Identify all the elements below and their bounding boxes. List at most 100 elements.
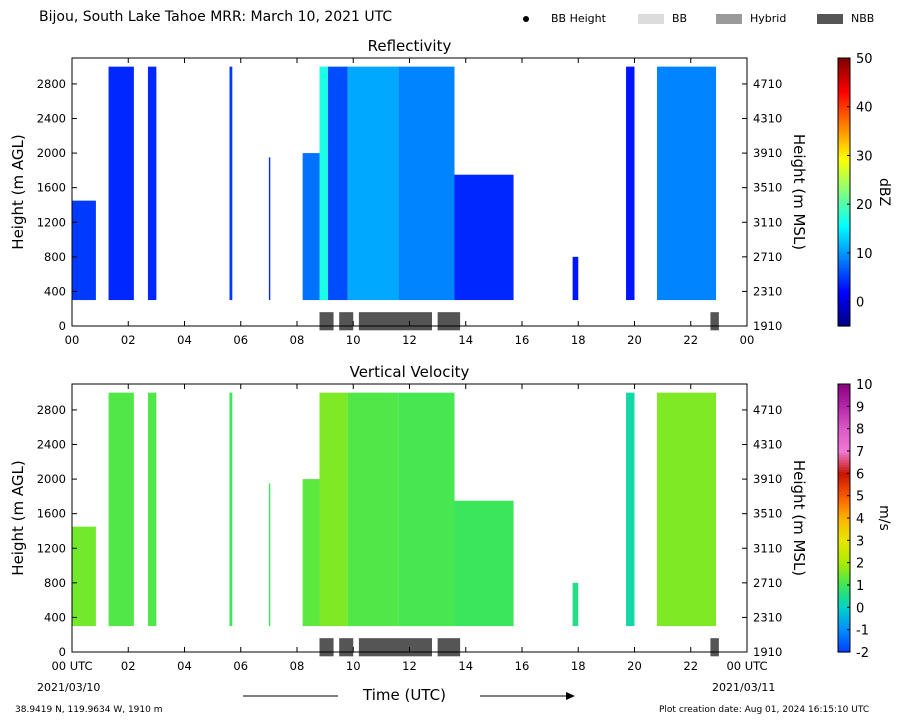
echo-region	[319, 66, 328, 301]
colorbar-segment	[838, 248, 850, 252]
colorbar-segment	[838, 277, 850, 281]
bb-type-bar	[319, 638, 334, 657]
colorbar-tick-label: 40	[856, 101, 873, 116]
y2-tick-label: 1910	[753, 645, 782, 659]
x-tick-label: 04	[177, 333, 192, 347]
colorbar-segment	[838, 498, 850, 502]
colorbar-segment	[838, 58, 850, 62]
colorbar-segment	[838, 435, 850, 439]
colorbar-segment	[838, 588, 850, 592]
colorbar-segment	[838, 94, 850, 98]
x-tick-label: 12	[402, 333, 417, 347]
bb-type-bar	[710, 638, 719, 657]
echo-region	[147, 392, 157, 627]
colorbar-segment	[838, 595, 850, 599]
colorbar-segment	[838, 114, 850, 118]
colorbar-segment	[838, 121, 850, 125]
colorbar-tick-label: 0	[856, 296, 864, 311]
colorbar-segment	[838, 410, 850, 414]
bb-type-bar	[319, 312, 334, 331]
colorbar-segment	[838, 118, 850, 122]
colorbar-segment	[838, 174, 850, 178]
colorbar-tick-label: 8	[856, 423, 864, 438]
colorbar-tick-label: 7	[856, 445, 864, 460]
colorbar-segment	[838, 535, 850, 539]
y2-tick-label: 3910	[753, 472, 782, 486]
y-tick-label: 400	[44, 610, 66, 624]
colorbar-segment	[838, 537, 850, 541]
colorbar-segment	[838, 165, 850, 169]
colorbar-segment	[838, 581, 850, 585]
colorbar-label: dBZ	[876, 178, 892, 206]
echo-region	[268, 483, 271, 627]
colorbar-segment	[838, 503, 850, 507]
legend-bb-height: BB Height	[523, 12, 606, 25]
colorbar-segment	[838, 566, 850, 570]
colorbar-segment	[838, 172, 850, 176]
x-tick-label: 18	[571, 333, 586, 347]
colorbar-segment	[838, 104, 850, 108]
bb-type-bar	[358, 638, 432, 657]
colorbar-tick-label: 4	[856, 512, 864, 527]
colorbar-segment	[838, 457, 850, 461]
colorbar-segment	[838, 243, 850, 247]
colorbar-segment	[838, 321, 850, 325]
colorbar-segment	[838, 613, 850, 617]
colorbar-segment	[838, 488, 850, 492]
y2-tick-label: 3110	[753, 541, 782, 555]
colorbar-segment	[838, 267, 850, 271]
colorbar-segment	[838, 542, 850, 546]
colorbar-segment	[838, 296, 850, 300]
echo-region	[657, 66, 717, 301]
legend-swatch	[817, 13, 843, 24]
colorbar-segment	[838, 287, 850, 291]
colorbar-segment	[838, 415, 850, 419]
colorbar-segment	[838, 211, 850, 215]
echo-region	[108, 66, 134, 301]
colorbar-segment	[838, 447, 850, 451]
colorbar-segment	[838, 209, 850, 213]
colorbar-segment	[838, 591, 850, 595]
colorbar-segment	[838, 384, 850, 388]
x-tick-label: 22	[683, 659, 698, 673]
colorbar-segment	[838, 87, 850, 91]
x-tick-label: 00 UTC	[726, 659, 767, 673]
colorbar-segment	[838, 145, 850, 149]
colorbar-segment	[838, 513, 850, 517]
colorbar-segment	[838, 131, 850, 135]
colorbar-segment	[838, 642, 850, 646]
colorbar-segment	[838, 398, 850, 402]
echo-region	[302, 153, 320, 301]
colorbar-tick-label: 50	[856, 52, 873, 67]
y2-tick-label: 2710	[753, 250, 782, 264]
x-tick-label: 06	[233, 659, 248, 673]
y-tick-label: 0	[59, 645, 66, 659]
colorbar-segment	[838, 92, 850, 96]
colorbar-segment	[838, 284, 850, 288]
colorbar-segment	[838, 632, 850, 636]
colorbar-segment	[838, 157, 850, 161]
y2-tick-label: 4310	[753, 438, 782, 452]
x-tick-label: 14	[458, 333, 473, 347]
colorbar-segment	[838, 84, 850, 88]
colorbar-segment	[838, 192, 850, 196]
bb-type-bar	[437, 312, 461, 331]
dot-marker-icon	[523, 15, 529, 22]
colorbar-segment	[838, 204, 850, 208]
colorbar-segment	[838, 143, 850, 147]
colorbar-segment	[838, 294, 850, 298]
echo-region	[72, 200, 96, 301]
echo-region	[302, 479, 320, 627]
colorbar-segment	[838, 160, 850, 164]
colorbar-segment	[838, 554, 850, 558]
colorbar-segment	[838, 432, 850, 436]
colorbar-segment	[838, 75, 850, 79]
colorbar-segment	[838, 578, 850, 582]
bb-type-bar	[339, 312, 354, 331]
y2-tick-label: 1910	[753, 319, 782, 333]
x-tick-label: 08	[290, 659, 305, 673]
colorbar-segment	[838, 306, 850, 310]
colorbar-segment	[838, 522, 850, 526]
x-tick-label: 12	[402, 659, 417, 673]
colorbar-segment	[838, 418, 850, 422]
